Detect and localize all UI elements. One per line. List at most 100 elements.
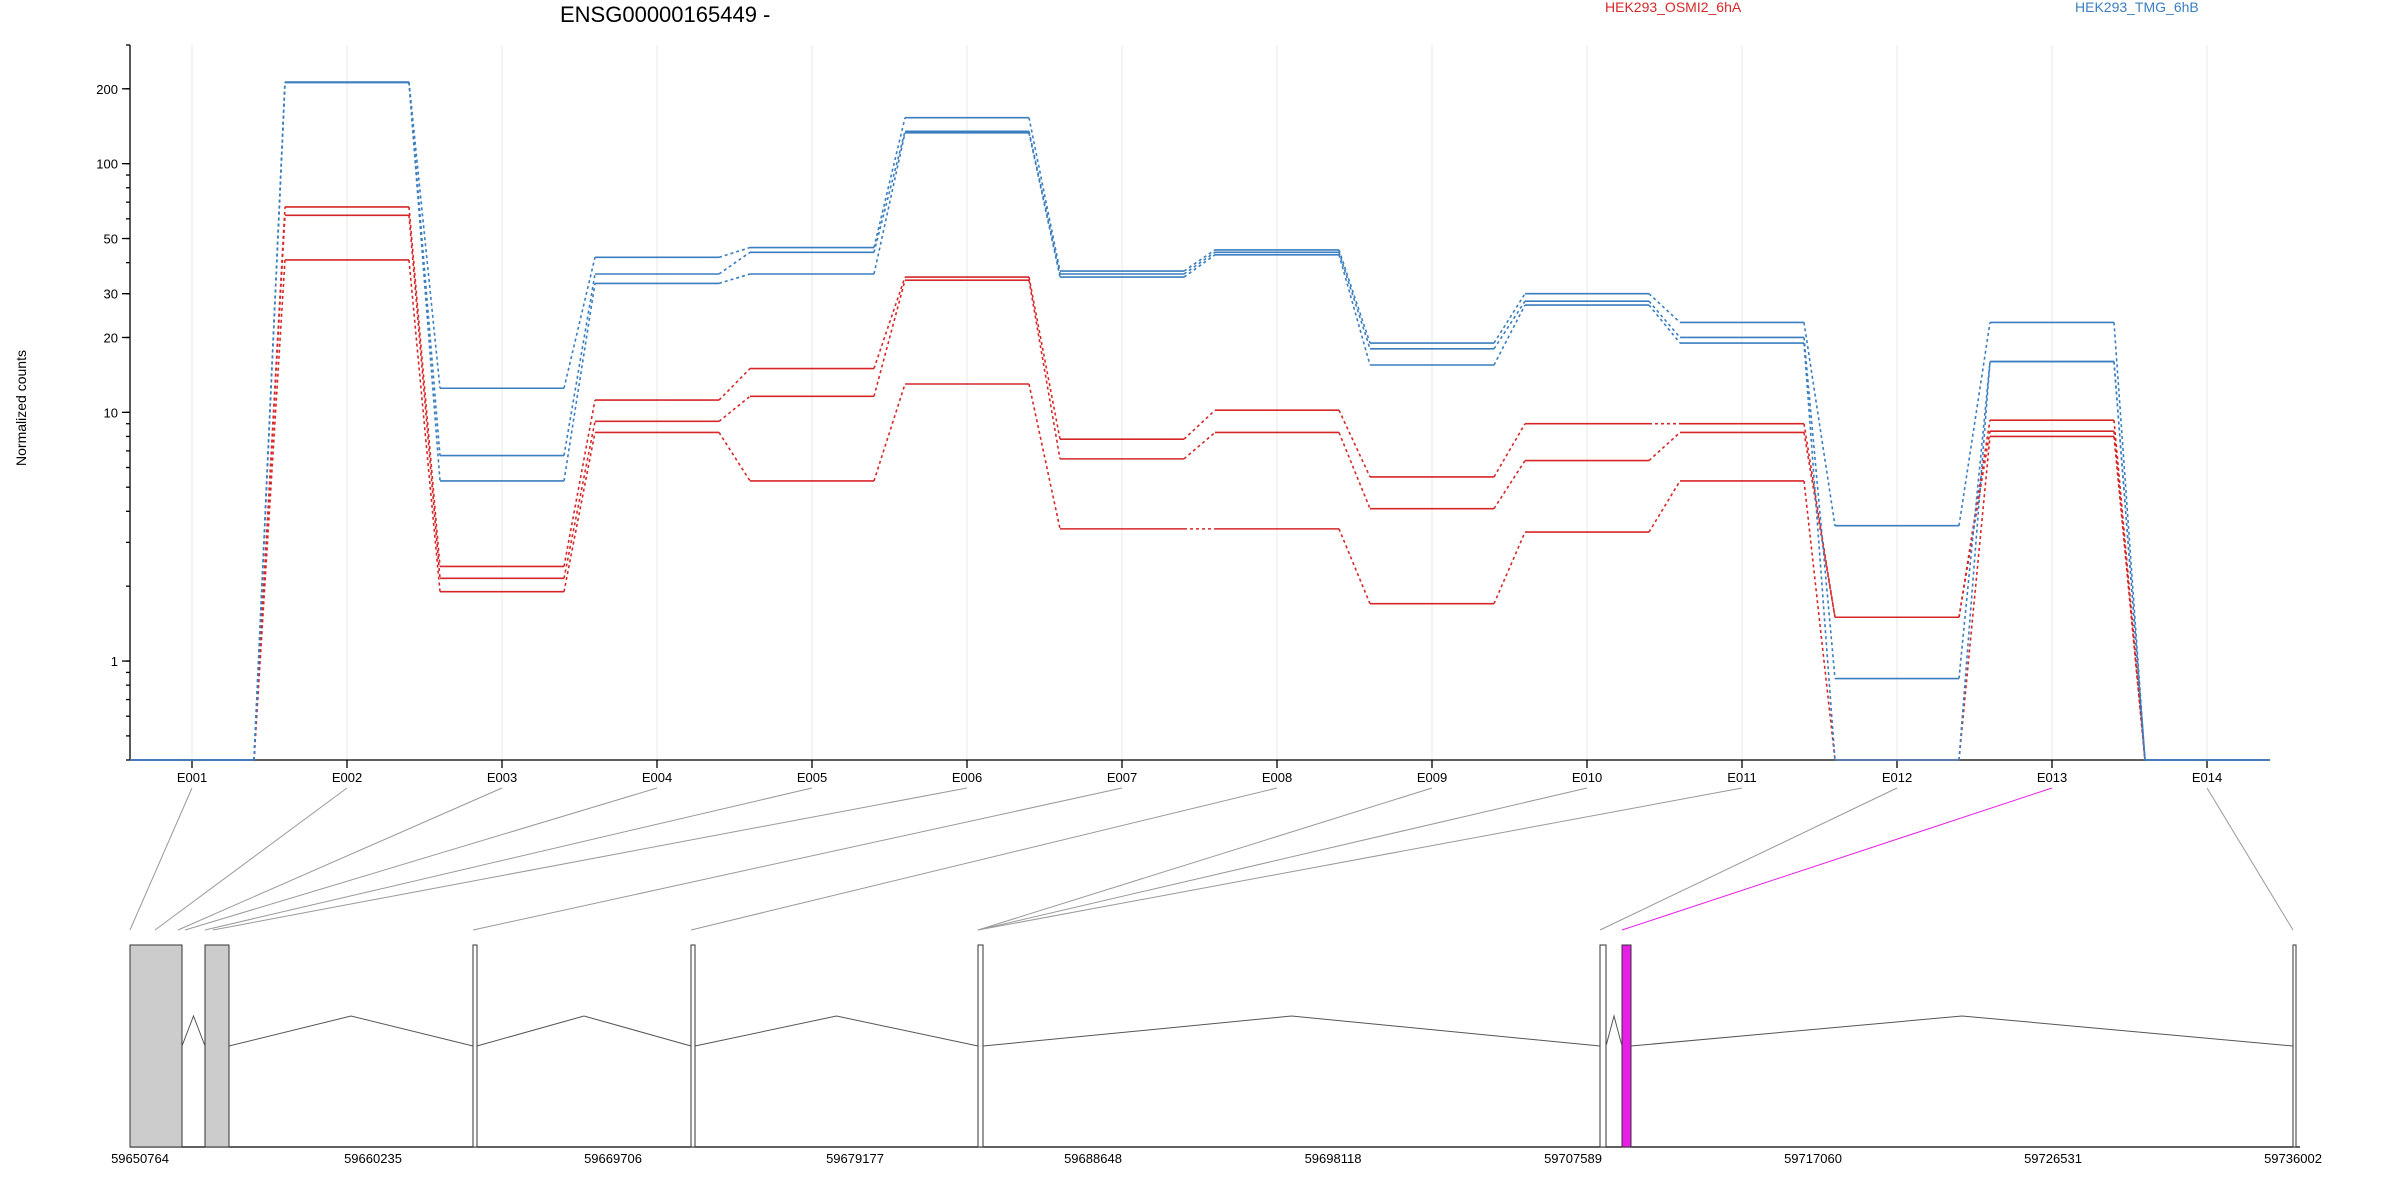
exon-box [204, 944, 230, 1148]
y-tick-label: 10 [104, 405, 118, 420]
series-transition [1648, 293, 1681, 323]
y-tick-label: 1 [111, 654, 118, 669]
intron-line [694, 1015, 979, 1047]
series-transition [1958, 361, 1991, 679]
exon-connector [977, 787, 1433, 931]
exon-connector [977, 787, 1743, 931]
intron-line [982, 1015, 1601, 1047]
exon-connector [184, 787, 658, 931]
series-transition [1648, 304, 1681, 344]
exon-connector [129, 787, 193, 931]
x-tick-label: E001 [177, 770, 207, 785]
series-transition [873, 132, 906, 275]
exon-connector [977, 787, 1588, 931]
y-tick-label: 50 [104, 232, 118, 247]
series-transition [1958, 420, 1991, 618]
exon-box [1599, 944, 1607, 1148]
series-transition [1338, 252, 1371, 350]
series-transition [873, 276, 906, 369]
series-transition [408, 82, 441, 481]
legend-entry-osmi2: HEK293_OSMI2_6hA [1605, 0, 1742, 15]
y-tick-label: 200 [96, 82, 118, 97]
series-transition [563, 257, 596, 389]
gene-model: 59650764 59660235 59669706 59679177 59688648… [111, 944, 2322, 1166]
intron-line [181, 1014, 206, 1047]
series-transition [1958, 361, 1991, 761]
series-transition [563, 273, 596, 456]
series-transition [253, 82, 286, 761]
coordinate-label: 59679177 [826, 1151, 884, 1166]
series-transition [1493, 293, 1526, 344]
series-transition [873, 279, 906, 397]
series-transition [1028, 276, 1061, 440]
x-tick-label: E009 [1417, 770, 1447, 785]
series-transition [1183, 431, 1216, 460]
x-tick-label: E005 [797, 770, 827, 785]
x-tick-label: E003 [487, 770, 517, 785]
y-tick-label: 20 [104, 330, 118, 345]
series-transition [1958, 322, 1991, 526]
series-transition [408, 81, 441, 389]
series-transition [408, 215, 441, 579]
x-tick-label: E008 [1262, 770, 1292, 785]
exon-connector [154, 787, 348, 931]
data-series [130, 81, 2270, 761]
exon-connector [204, 787, 813, 931]
series-transition [2113, 361, 2146, 761]
y-axis-label: Normalized counts [13, 350, 29, 466]
series-transition [1648, 431, 1681, 462]
coordinate-label: 59669706 [584, 1151, 642, 1166]
series-transition [1183, 254, 1216, 278]
x-tick-label: E012 [1882, 770, 1912, 785]
coordinate-label: 59698118 [1305, 1151, 1362, 1166]
series-transition [1493, 304, 1526, 366]
intron-line [476, 1015, 692, 1047]
series-transition [718, 251, 751, 275]
exon-connector [177, 787, 503, 931]
exon-box [472, 944, 478, 1148]
y-tick-label: 30 [104, 287, 118, 302]
series-transition [718, 367, 751, 401]
series-transition [1958, 431, 1991, 618]
exon-connector [472, 787, 1123, 931]
series-transition [563, 421, 596, 579]
series-transition [1803, 423, 1836, 618]
x-tick-label: E013 [2037, 770, 2067, 785]
intron-line [1605, 1014, 1623, 1047]
series-transition [1028, 280, 1061, 460]
exon-connector [212, 787, 968, 931]
series-transition [563, 283, 596, 482]
series-transition [253, 215, 286, 761]
x-tick-label: E011 [1727, 770, 1756, 785]
exon-connector [2206, 787, 2294, 931]
series-transition [718, 432, 751, 482]
gridlines [191, 45, 2208, 760]
exon-connector [1621, 787, 2053, 931]
x-tick-label: E002 [332, 770, 362, 785]
exon-box [2292, 944, 2297, 1148]
x-tick-label: E006 [952, 770, 982, 785]
series-transition [253, 259, 286, 761]
series-transition [1493, 423, 1526, 478]
series-transition [1338, 249, 1371, 344]
chart-title: ENSG00000165449 - [560, 2, 770, 27]
series-transition [1183, 249, 1216, 272]
exon-connector [1599, 787, 1898, 931]
series-transition [408, 259, 441, 592]
series-transition [408, 206, 441, 567]
series-transition [1493, 300, 1526, 350]
series-transition [2113, 436, 2146, 761]
exon-box [129, 944, 183, 1148]
series-transition [1958, 436, 1991, 761]
series-transition [1338, 528, 1371, 605]
series-transition [718, 273, 751, 285]
series-transition [1183, 409, 1216, 440]
series-transition [873, 383, 906, 482]
series-transition [873, 117, 906, 248]
x-tick-label: E010 [1572, 770, 1602, 785]
series-transition [1803, 342, 1836, 761]
series-transition [1803, 480, 1836, 761]
series-transition [1803, 432, 1836, 618]
series-transition [1493, 531, 1526, 605]
exon-connectors [129, 787, 2294, 931]
